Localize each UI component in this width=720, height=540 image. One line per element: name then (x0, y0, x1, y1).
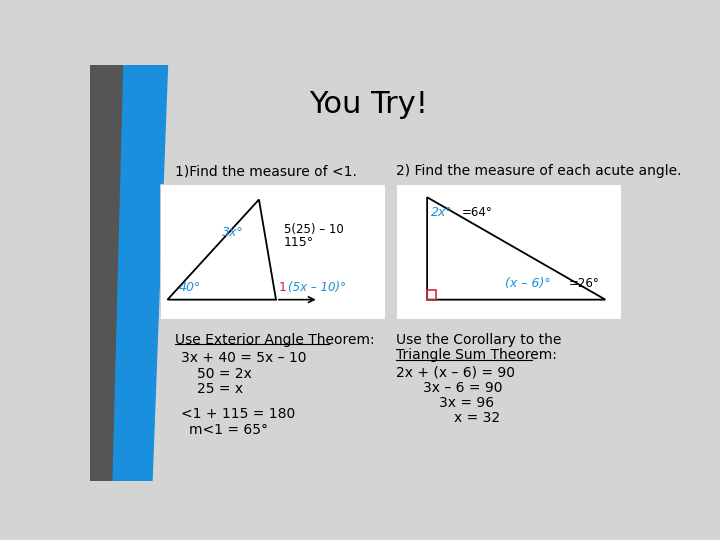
Text: 3x + 40 = 5x – 10: 3x + 40 = 5x – 10 (181, 351, 307, 365)
Text: 50 = 2x: 50 = 2x (197, 367, 252, 381)
Text: 25 = x: 25 = x (197, 382, 243, 396)
Text: You Try!: You Try! (310, 90, 428, 119)
Bar (427, 291, 436, 300)
Text: 1: 1 (279, 281, 287, 294)
Text: 5(25) – 10: 5(25) – 10 (284, 222, 343, 235)
Text: 2x°: 2x° (431, 206, 453, 219)
Text: 115°: 115° (284, 236, 314, 249)
Text: 2) Find the measure of each acute angle.: 2) Find the measure of each acute angle. (396, 164, 682, 178)
Text: =64°: =64° (462, 206, 492, 219)
Text: 40°: 40° (179, 281, 202, 294)
Text: 1)Find the measure of <1.: 1)Find the measure of <1. (175, 164, 357, 178)
Text: =26°: =26° (569, 278, 600, 291)
Text: <1 + 115 = 180: <1 + 115 = 180 (181, 408, 296, 421)
Text: 3x°: 3x° (222, 226, 243, 240)
Text: Use Exterior Angle Theorem:: Use Exterior Angle Theorem: (175, 333, 375, 347)
Text: Use the Corollary to the: Use the Corollary to the (396, 333, 562, 347)
Polygon shape (90, 65, 122, 481)
Text: m<1 = 65°: m<1 = 65° (189, 423, 268, 437)
Text: 2x + (x – 6) = 90: 2x + (x – 6) = 90 (396, 365, 515, 379)
Text: 3x – 6 = 90: 3x – 6 = 90 (423, 381, 503, 395)
Text: (5x – 10)°: (5x – 10)° (287, 281, 346, 294)
Polygon shape (90, 65, 168, 481)
Text: x = 32: x = 32 (454, 411, 500, 426)
Text: Triangle Sum Theorem:: Triangle Sum Theorem: (396, 348, 557, 362)
Bar (160, 184, 384, 319)
Text: 3x = 96: 3x = 96 (438, 396, 494, 410)
Text: (x – 6)°: (x – 6)° (505, 278, 550, 291)
Bar (396, 184, 621, 319)
